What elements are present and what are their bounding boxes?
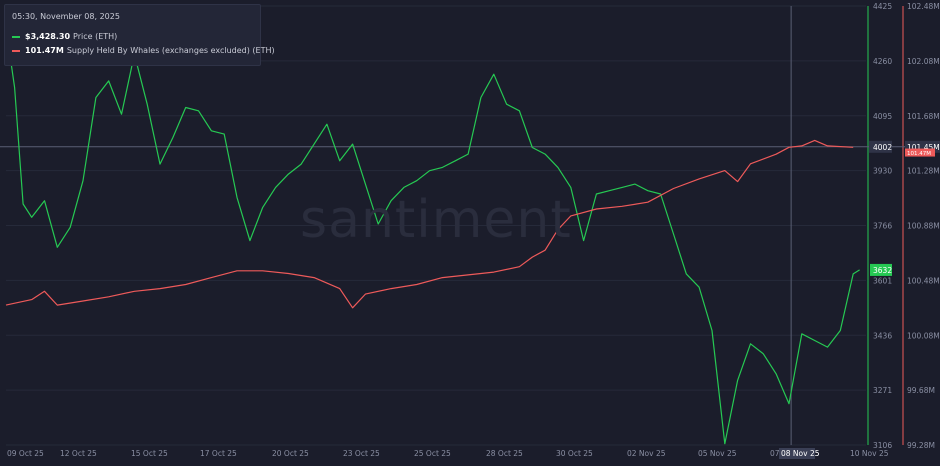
whale-supply-series-line <box>5 139 854 309</box>
y-left-tick-label: 3436 <box>873 331 892 340</box>
legend-panel: 05:30, November 08, 2025 $3,428.30 Price… <box>4 4 275 66</box>
x-tick-label: 07 <box>770 449 780 458</box>
x-tick-label: 25 Oct 25 <box>414 449 451 458</box>
x-tick-label: 28 Oct 25 <box>486 449 523 458</box>
y-left-tick-label: 4425 <box>873 2 892 11</box>
x-tick-label: 23 Oct 25 <box>343 449 380 458</box>
y-right-tick-label: 100.88M <box>907 222 940 231</box>
whale-current-badge-label: 101.47M <box>907 151 931 157</box>
x-tick-label: 17 Oct 25 <box>200 449 237 458</box>
legend-price-label: Price (ETH) <box>73 32 118 41</box>
legend-whale-label: Supply Held By Whales (exchanges exclude… <box>66 46 275 55</box>
price-series-line <box>5 27 860 445</box>
x-tick-label: 15 Oct 25 <box>131 449 168 458</box>
y-right-tick-label: 101.68M <box>907 112 940 121</box>
crosshair-right-value: 101.45M <box>907 143 940 152</box>
legend-price-value: $3,428.30 <box>25 32 71 41</box>
legend-whale-value: 101.47M <box>25 46 64 55</box>
x-tick-label: 30 Oct 25 <box>556 449 593 458</box>
crosshair-left-value: 4002 <box>873 143 892 152</box>
legend-timestamp: 05:30, November 08, 2025 <box>12 12 120 21</box>
y-left-tick-label: 3766 <box>873 222 892 231</box>
legend-row-price[interactable]: $3,428.30 Price (ETH) <box>12 32 117 41</box>
y-right-tick-label: 100.08M <box>907 331 940 340</box>
x-tick-label: 05 Nov 25 <box>698 449 737 458</box>
price-current-badge <box>870 263 892 276</box>
whale-swatch-icon <box>12 49 20 52</box>
price-current-badge-label: 3632 <box>873 266 892 275</box>
y-right-tick-label: 100.48M <box>907 276 940 285</box>
y-left-tick-label: 4095 <box>873 112 892 121</box>
whale-current-badge <box>905 148 935 157</box>
x-tick-label: 20 Oct 25 <box>272 449 309 458</box>
y-right-tick-label: 99.28M <box>907 441 935 450</box>
x-tick-label: 09 Oct 25 <box>7 449 44 458</box>
y-left-tick-label: 3106 <box>873 441 892 450</box>
y-left-tick-label: 4260 <box>873 57 892 66</box>
legend-row-whales[interactable]: 101.47M Supply Held By Whales (exchanges… <box>12 46 275 55</box>
crosshair-left-value-box <box>869 140 892 153</box>
x-tick-label: 12 Oct 25 <box>60 449 97 458</box>
price-swatch-icon <box>12 35 20 38</box>
x-tick-label: 02 Nov 25 <box>627 449 666 458</box>
y-right-tick-label: 99.68M <box>907 386 935 395</box>
crosshair-date-label: 08 Nov 25 <box>781 449 820 458</box>
y-left-tick-label: 3271 <box>873 386 892 395</box>
y-left-tick-label: 3601 <box>873 276 892 285</box>
y-right-tick-label: 102.48M <box>907 2 940 11</box>
y-right-tick-label: 102.08M <box>907 57 940 66</box>
y-right-tick-label: 101.28M <box>907 167 940 176</box>
x-tick-label: 10 Nov 25 <box>850 449 889 458</box>
crosshair-date-box <box>779 448 815 459</box>
y-left-tick-label: 3930 <box>873 167 892 176</box>
